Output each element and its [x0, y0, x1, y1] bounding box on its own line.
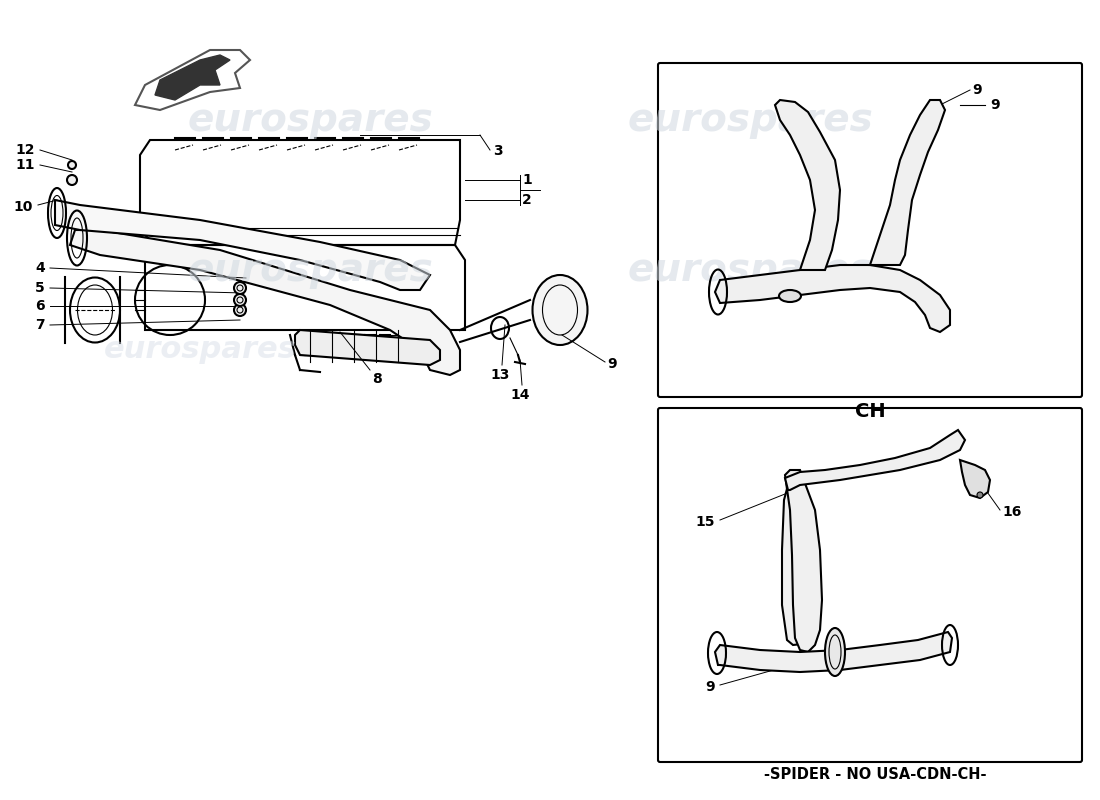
Text: 9: 9 — [990, 98, 1000, 112]
Polygon shape — [776, 100, 840, 270]
Polygon shape — [782, 470, 812, 645]
Circle shape — [67, 175, 77, 185]
Text: eurospares: eurospares — [627, 101, 873, 139]
Text: 15: 15 — [695, 515, 715, 529]
Text: eurospares: eurospares — [187, 251, 433, 289]
Text: 11: 11 — [15, 158, 35, 172]
Polygon shape — [960, 460, 990, 498]
FancyBboxPatch shape — [658, 63, 1082, 397]
Circle shape — [68, 161, 76, 169]
Text: 9: 9 — [705, 680, 715, 694]
Text: 8: 8 — [372, 372, 382, 386]
Text: 1: 1 — [522, 173, 531, 187]
Polygon shape — [55, 200, 430, 290]
Ellipse shape — [779, 290, 801, 302]
Text: 5: 5 — [35, 281, 45, 295]
Text: eurospares: eurospares — [187, 101, 433, 139]
Text: 9: 9 — [972, 83, 981, 97]
Ellipse shape — [532, 275, 587, 345]
Text: 14: 14 — [510, 388, 530, 402]
Text: 4: 4 — [35, 261, 45, 275]
Ellipse shape — [825, 628, 845, 676]
Polygon shape — [155, 55, 230, 100]
Text: 7: 7 — [35, 318, 45, 332]
Text: 12: 12 — [15, 143, 35, 157]
Polygon shape — [785, 430, 965, 490]
Text: 10: 10 — [13, 200, 33, 214]
Polygon shape — [715, 265, 950, 332]
Text: 6: 6 — [35, 299, 45, 313]
Text: CH: CH — [855, 402, 886, 421]
Text: 9: 9 — [607, 357, 617, 371]
Polygon shape — [715, 632, 952, 672]
Polygon shape — [870, 100, 945, 265]
Circle shape — [234, 294, 246, 306]
Text: 16: 16 — [1002, 505, 1022, 519]
Circle shape — [234, 304, 246, 316]
Text: -SPIDER - NO USA-CDN-CH-: -SPIDER - NO USA-CDN-CH- — [763, 767, 987, 782]
Polygon shape — [785, 470, 822, 652]
Circle shape — [977, 492, 983, 498]
Text: 2: 2 — [522, 193, 531, 207]
Text: 3: 3 — [493, 144, 503, 158]
Text: eurospares: eurospares — [627, 251, 873, 289]
FancyBboxPatch shape — [658, 408, 1082, 762]
Polygon shape — [70, 230, 460, 375]
Text: eurospares: eurospares — [103, 335, 296, 365]
Text: 13: 13 — [491, 368, 509, 382]
Polygon shape — [295, 330, 440, 365]
Circle shape — [234, 282, 246, 294]
